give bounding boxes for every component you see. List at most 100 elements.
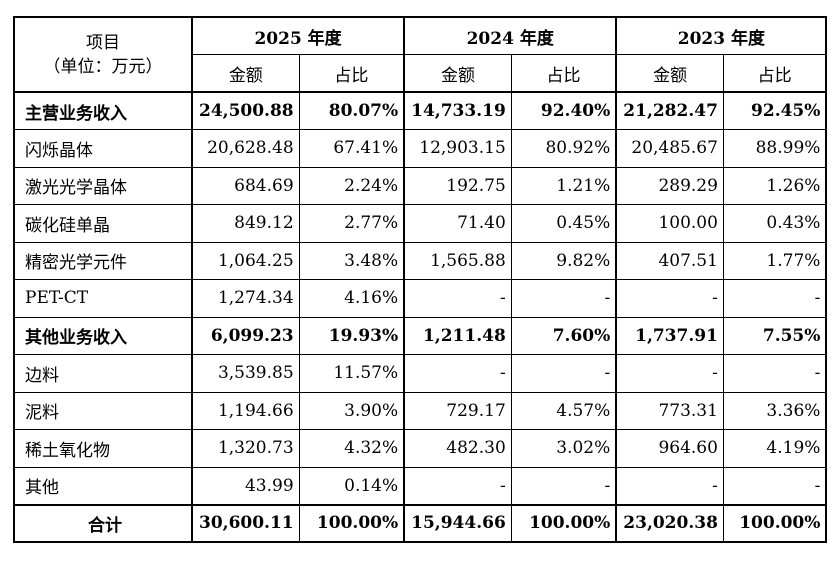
ratio-cell: 92.45% xyxy=(722,91,827,130)
amount-cell: 100.00 xyxy=(615,204,724,243)
table-row: 闪烁晶体 20,628.48 67.41% 12,903.15 80.92% 20,485… xyxy=(13,129,827,168)
amount-cell: 71.40 xyxy=(403,204,512,243)
row-label: 边料 xyxy=(13,354,193,393)
amount-cell: 12,903.15 xyxy=(403,129,512,168)
ratio-cell: 9.82% xyxy=(510,241,617,280)
amount-cell: 192.75 xyxy=(403,166,512,205)
ratio-cell: 11.57% xyxy=(298,354,405,393)
ratio-header: 占比 xyxy=(510,54,617,93)
amount-cell: 23,020.38 xyxy=(615,503,724,543)
category-row: 其他业务收入 6,099.23 19.93% 1,211.48 7.60% 1,737.9… xyxy=(13,316,827,355)
row-label: PET-CT xyxy=(13,279,193,318)
ratio-cell: 100.00% xyxy=(298,503,405,543)
amount-cell: 407.51 xyxy=(615,241,724,280)
ratio-cell: 3.36% xyxy=(722,391,827,430)
ratio-cell: - xyxy=(510,354,617,393)
amount-cell: 1,064.25 xyxy=(190,241,300,280)
amount-cell: 24,500.88 xyxy=(190,91,300,130)
ratio-cell: 4.19% xyxy=(722,429,827,468)
row-label: 精密光学元件 xyxy=(13,241,193,280)
ratio-cell: 0.14% xyxy=(298,466,405,505)
amount-cell: 684.69 xyxy=(190,166,300,205)
amount-cell: 1,211.48 xyxy=(403,316,512,355)
ratio-cell: 80.92% xyxy=(510,129,617,168)
table-row: 稀土氧化物 1,320.73 4.32% 482.30 3.02% 964.60 4.19% xyxy=(13,429,827,468)
row-label: 闪烁晶体 xyxy=(13,129,193,168)
amount-cell: 30,600.11 xyxy=(190,503,300,543)
item-header-title: 项目 xyxy=(86,32,120,53)
amount-cell: - xyxy=(615,466,724,505)
ratio-cell: 7.60% xyxy=(510,316,617,355)
ratio-cell: 1.26% xyxy=(722,166,827,205)
amount-cell: 289.29 xyxy=(615,166,724,205)
amount-cell: 43.99 xyxy=(190,466,300,505)
table-row: 其他 43.99 0.14% - - - - xyxy=(13,466,827,505)
amount-cell: 482.30 xyxy=(403,429,512,468)
amount-cell: - xyxy=(403,279,512,318)
ratio-cell: 80.07% xyxy=(298,91,405,130)
amount-cell: 849.12 xyxy=(190,204,300,243)
ratio-cell: 3.90% xyxy=(298,391,405,430)
ratio-cell: 2.24% xyxy=(298,166,405,205)
row-label: 其他 xyxy=(13,466,193,505)
header-row-years: 项目 （单位：万元） 2025 年度 2024 年度 2023 年度 xyxy=(13,16,827,93)
revenue-breakdown-table: 项目 （单位：万元） 2025 年度 2024 年度 2023 年度 金额 占比… xyxy=(13,16,828,543)
table-row: 激光光学晶体 684.69 2.24% 192.75 1.21% 289.29 1.26% xyxy=(13,166,827,205)
amount-cell: 21,282.47 xyxy=(615,91,724,130)
amount-cell: - xyxy=(403,466,512,505)
table-row: PET-CT 1,274.34 4.16% - - - - xyxy=(13,279,827,318)
ratio-cell: - xyxy=(722,466,827,505)
row-label: 主营业务收入 xyxy=(13,91,193,130)
year-header-2024: 2024 年度 xyxy=(403,16,617,55)
ratio-cell: 1.77% xyxy=(722,241,827,280)
row-label: 激光光学晶体 xyxy=(13,166,193,205)
ratio-cell: 19.93% xyxy=(298,316,405,355)
ratio-cell: - xyxy=(722,279,827,318)
amount-cell: 964.60 xyxy=(615,429,724,468)
total-row: 合计 30,600.11 100.00% 15,944.66 100.00% 23,020… xyxy=(13,503,827,543)
row-label: 泥料 xyxy=(13,391,193,430)
ratio-header: 占比 xyxy=(722,54,827,93)
ratio-cell: 67.41% xyxy=(298,129,405,168)
category-row: 主营业务收入 24,500.88 80.07% 14,733.19 92.40% 21,2… xyxy=(13,91,827,130)
amount-cell: 1,274.34 xyxy=(190,279,300,318)
amount-cell: 20,485.67 xyxy=(615,129,724,168)
ratio-cell: 0.45% xyxy=(510,204,617,243)
ratio-cell: 4.32% xyxy=(298,429,405,468)
amount-cell: 1,565.88 xyxy=(403,241,512,280)
amount-header: 金额 xyxy=(615,54,724,93)
amount-cell: 773.31 xyxy=(615,391,724,430)
amount-cell: 1,320.73 xyxy=(190,429,300,468)
row-label: 其他业务收入 xyxy=(13,316,193,355)
ratio-cell: 3.02% xyxy=(510,429,617,468)
row-label: 合计 xyxy=(13,503,193,543)
ratio-cell: - xyxy=(510,279,617,318)
amount-cell: 1,737.91 xyxy=(615,316,724,355)
ratio-cell: 92.40% xyxy=(510,91,617,130)
ratio-cell: - xyxy=(510,466,617,505)
ratio-cell: 1.21% xyxy=(510,166,617,205)
row-label: 稀土氧化物 xyxy=(13,429,193,468)
ratio-cell: 3.48% xyxy=(298,241,405,280)
item-header: 项目 （单位：万元） xyxy=(13,16,193,93)
ratio-cell: 4.16% xyxy=(298,279,405,318)
ratio-cell: 4.57% xyxy=(510,391,617,430)
item-header-unit: （单位：万元） xyxy=(43,56,163,77)
ratio-cell: 100.00% xyxy=(510,503,617,543)
year-header-2023: 2023 年度 xyxy=(615,16,827,55)
ratio-cell: 100.00% xyxy=(722,503,827,543)
ratio-cell: 0.43% xyxy=(722,204,827,243)
amount-cell: 6,099.23 xyxy=(190,316,300,355)
amount-cell: 729.17 xyxy=(403,391,512,430)
amount-header: 金额 xyxy=(403,54,512,93)
amount-cell: 3,539.85 xyxy=(190,354,300,393)
amount-cell: - xyxy=(615,279,724,318)
amount-header: 金额 xyxy=(190,54,300,93)
table-row: 碳化硅单晶 849.12 2.77% 71.40 0.45% 100.00 0.43% xyxy=(13,204,827,243)
ratio-cell: - xyxy=(722,354,827,393)
ratio-cell: 7.55% xyxy=(722,316,827,355)
table-row: 边料 3,539.85 11.57% - - - - xyxy=(13,354,827,393)
revenue-table-container: 项目 （单位：万元） 2025 年度 2024 年度 2023 年度 金额 占比… xyxy=(13,16,828,543)
amount-cell: - xyxy=(615,354,724,393)
year-header-2025: 2025 年度 xyxy=(190,16,405,55)
